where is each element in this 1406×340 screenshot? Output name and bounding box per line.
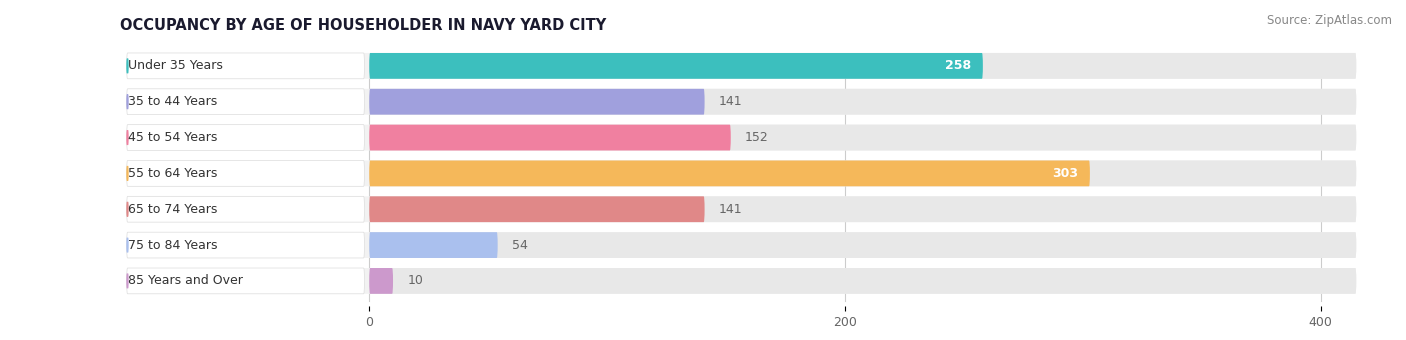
Text: 54: 54 [512, 239, 527, 252]
FancyBboxPatch shape [370, 53, 983, 79]
Text: OCCUPANCY BY AGE OF HOUSEHOLDER IN NAVY YARD CITY: OCCUPANCY BY AGE OF HOUSEHOLDER IN NAVY … [120, 18, 606, 33]
Text: 35 to 44 Years: 35 to 44 Years [128, 95, 218, 108]
FancyBboxPatch shape [370, 53, 1357, 79]
FancyBboxPatch shape [370, 268, 1357, 294]
FancyBboxPatch shape [370, 125, 731, 151]
FancyBboxPatch shape [370, 89, 1357, 115]
FancyBboxPatch shape [127, 53, 1357, 79]
Text: 303: 303 [1052, 167, 1078, 180]
Text: 10: 10 [408, 274, 423, 287]
FancyBboxPatch shape [127, 232, 1357, 258]
Text: 65 to 74 Years: 65 to 74 Years [128, 203, 218, 216]
FancyBboxPatch shape [370, 232, 498, 258]
FancyBboxPatch shape [370, 196, 1357, 222]
Text: 258: 258 [945, 59, 972, 72]
FancyBboxPatch shape [370, 232, 1357, 258]
Text: Under 35 Years: Under 35 Years [128, 59, 224, 72]
FancyBboxPatch shape [127, 196, 364, 222]
FancyBboxPatch shape [127, 268, 1357, 294]
FancyBboxPatch shape [127, 89, 364, 115]
Text: 152: 152 [745, 131, 769, 144]
Text: Source: ZipAtlas.com: Source: ZipAtlas.com [1267, 14, 1392, 27]
Text: 85 Years and Over: 85 Years and Over [128, 274, 243, 287]
FancyBboxPatch shape [370, 196, 704, 222]
FancyBboxPatch shape [127, 53, 364, 79]
FancyBboxPatch shape [370, 89, 704, 115]
FancyBboxPatch shape [127, 89, 1357, 115]
FancyBboxPatch shape [127, 125, 364, 151]
Text: 75 to 84 Years: 75 to 84 Years [128, 239, 218, 252]
Text: 141: 141 [718, 203, 742, 216]
FancyBboxPatch shape [370, 160, 1357, 186]
Text: 55 to 64 Years: 55 to 64 Years [128, 167, 218, 180]
Text: 45 to 54 Years: 45 to 54 Years [128, 131, 218, 144]
FancyBboxPatch shape [370, 125, 1357, 151]
Text: 141: 141 [718, 95, 742, 108]
FancyBboxPatch shape [370, 268, 394, 294]
FancyBboxPatch shape [127, 232, 364, 258]
FancyBboxPatch shape [127, 160, 1357, 186]
FancyBboxPatch shape [127, 196, 1357, 222]
FancyBboxPatch shape [370, 160, 1090, 186]
FancyBboxPatch shape [127, 268, 364, 294]
FancyBboxPatch shape [127, 125, 1357, 151]
FancyBboxPatch shape [127, 160, 364, 186]
